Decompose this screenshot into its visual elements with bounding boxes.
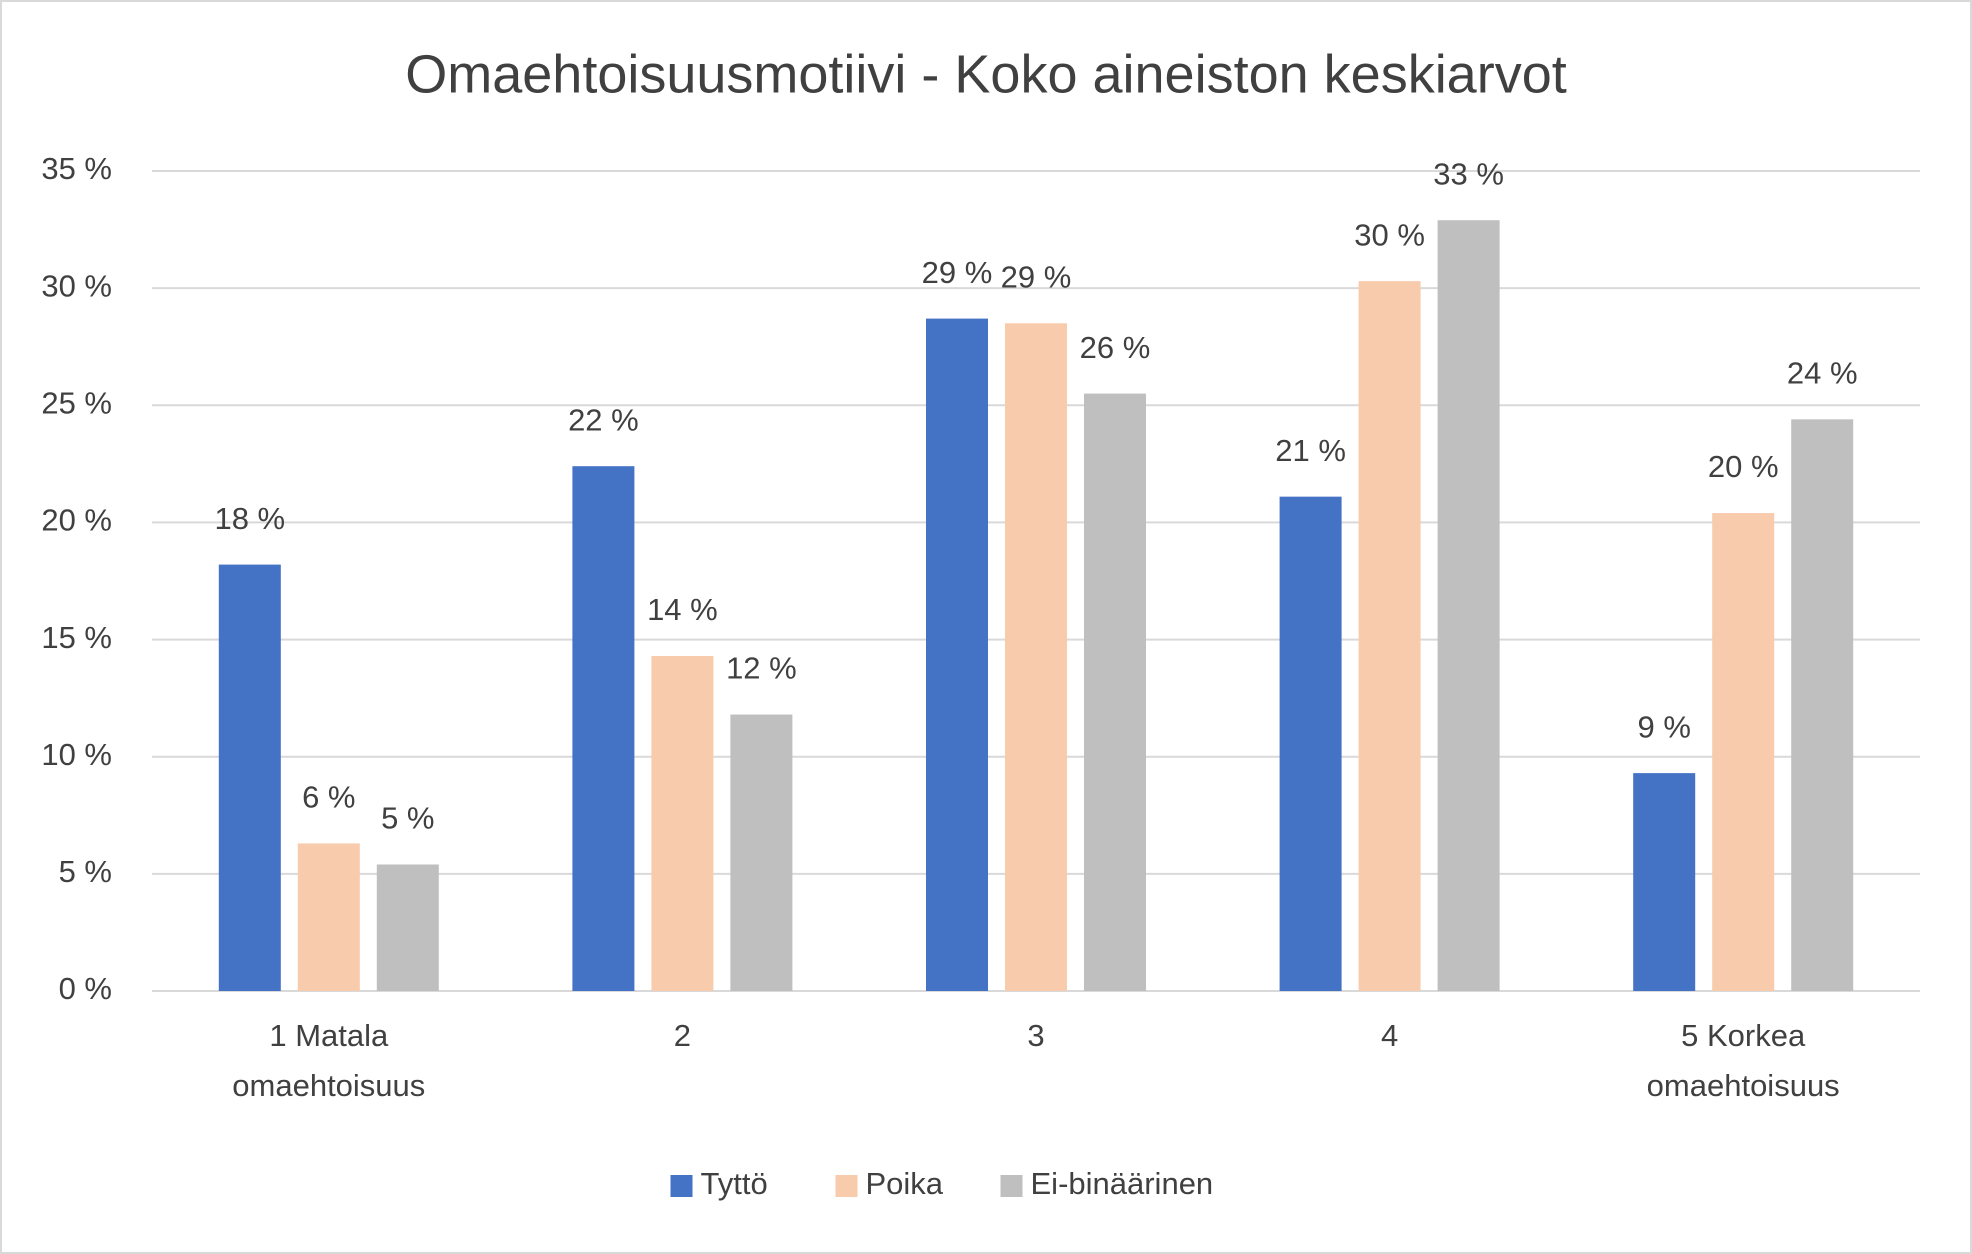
bar xyxy=(1633,773,1696,991)
y-tick-label: 10 % xyxy=(41,737,112,772)
chart-title: Omaehtoisuusmotiivi - Koko aineiston kes… xyxy=(405,44,1567,104)
legend-swatch xyxy=(835,1175,858,1197)
legend-swatch xyxy=(670,1175,693,1197)
value-label: 22 % xyxy=(568,402,639,437)
bar xyxy=(1005,323,1067,991)
x-tick-label: 3 xyxy=(1027,1018,1045,1053)
value-label: 29 % xyxy=(1001,259,1072,294)
value-label: 33 % xyxy=(1433,156,1504,191)
bar xyxy=(218,564,281,991)
value-label: 12 % xyxy=(726,651,797,686)
value-label: 29 % xyxy=(922,255,993,290)
x-tick-label: 4 xyxy=(1380,1018,1399,1053)
bar xyxy=(572,466,635,991)
bar xyxy=(1084,393,1146,992)
value-label: 21 % xyxy=(1275,433,1346,468)
bar xyxy=(1791,419,1854,991)
y-tick-label: 35 % xyxy=(41,151,112,186)
legend-label: Poika xyxy=(866,1166,944,1201)
value-label: 14 % xyxy=(647,592,718,627)
value-label: 5 % xyxy=(381,801,434,836)
legend-label: Tyttö xyxy=(701,1166,768,1201)
value-label: 30 % xyxy=(1354,217,1425,252)
value-label: 6 % xyxy=(302,780,355,815)
bar xyxy=(1279,496,1342,991)
value-label: 9 % xyxy=(1637,709,1690,744)
value-label: 18 % xyxy=(214,501,285,536)
bar xyxy=(730,714,793,991)
bar xyxy=(651,655,714,991)
y-tick-label: 30 % xyxy=(41,268,112,303)
y-tick-label: 25 % xyxy=(41,385,112,420)
legend-swatch xyxy=(1000,1175,1023,1197)
y-tick-label: 20 % xyxy=(41,503,112,538)
x-tick-label: 2 xyxy=(673,1018,692,1053)
y-tick-label: 5 % xyxy=(59,854,112,889)
bar xyxy=(1358,281,1421,992)
bar xyxy=(376,864,439,991)
y-tick-label: 0 % xyxy=(59,971,112,1006)
bar xyxy=(1712,513,1775,991)
bar xyxy=(1437,220,1500,991)
bar xyxy=(926,318,988,992)
legend-label: Ei-binäärinen xyxy=(1031,1166,1214,1201)
y-tick-label: 15 % xyxy=(41,620,112,655)
value-label: 26 % xyxy=(1080,330,1151,365)
x-tick-label: 5 Korkea omaehtoisuus xyxy=(1646,1018,1840,1103)
value-label: 20 % xyxy=(1708,449,1779,484)
x-tick-label: 1 Matala omaehtoisuus xyxy=(232,1018,426,1103)
bar xyxy=(297,843,360,991)
value-label: 24 % xyxy=(1787,356,1858,391)
